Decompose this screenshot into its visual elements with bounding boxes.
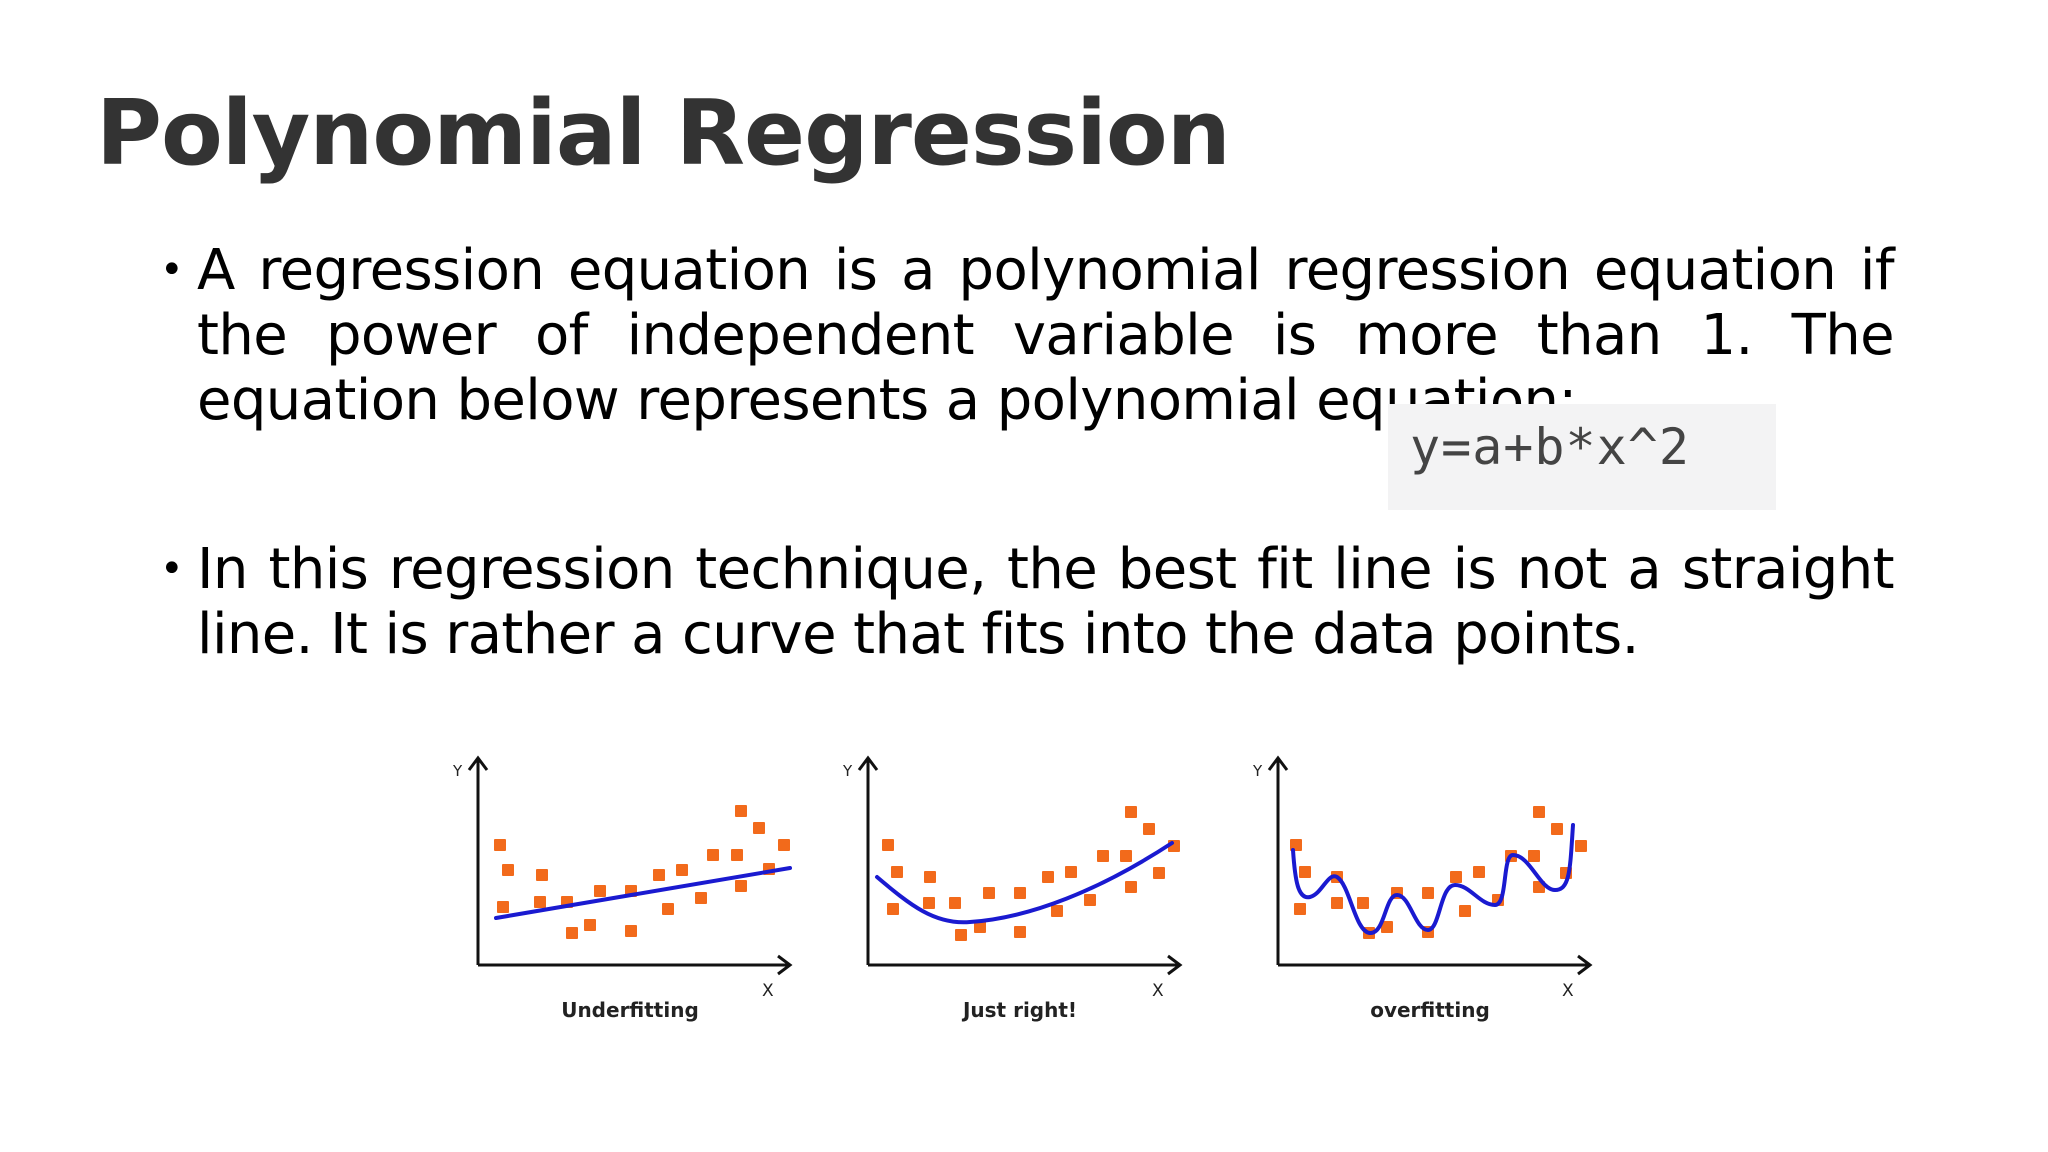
data-point bbox=[882, 839, 894, 851]
data-point bbox=[949, 897, 961, 909]
y-axis-arrow-icon bbox=[857, 755, 879, 771]
data-point bbox=[1120, 850, 1132, 862]
data-point bbox=[1575, 840, 1587, 852]
x-axis-arrow-icon bbox=[1577, 954, 1593, 976]
scatter-plot: YX bbox=[1252, 755, 1593, 1001]
data-point bbox=[1143, 823, 1155, 835]
x-axis-label: X bbox=[762, 981, 774, 1001]
data-point bbox=[1153, 867, 1165, 879]
data-point bbox=[594, 885, 606, 897]
data-point bbox=[983, 887, 995, 899]
chart-caption: Just right! bbox=[962, 998, 1078, 1022]
data-point bbox=[924, 871, 936, 883]
data-point bbox=[625, 925, 637, 937]
bullet-text: A regression equation is a polynomial re… bbox=[197, 238, 1895, 433]
data-point bbox=[536, 869, 548, 881]
data-point bbox=[584, 919, 596, 931]
bullet-list: • A regression equation is a polynomial … bbox=[158, 238, 1895, 667]
data-point bbox=[1084, 894, 1096, 906]
data-point bbox=[778, 839, 790, 851]
scatter-plot: YX bbox=[452, 755, 793, 1001]
data-point bbox=[707, 849, 719, 861]
data-point bbox=[974, 921, 986, 933]
data-point bbox=[534, 896, 546, 908]
scatter-plot: YX bbox=[842, 755, 1183, 1001]
data-point bbox=[662, 903, 674, 915]
data-point bbox=[923, 897, 935, 909]
data-point bbox=[1042, 871, 1054, 883]
data-point bbox=[695, 892, 707, 904]
data-point bbox=[735, 805, 747, 817]
data-point bbox=[753, 822, 765, 834]
data-point bbox=[1125, 881, 1137, 893]
y-axis-label: Y bbox=[842, 762, 853, 780]
chart-caption: overfitting bbox=[1370, 998, 1490, 1022]
data-point bbox=[1450, 871, 1462, 883]
y-axis-label: Y bbox=[1252, 762, 1263, 780]
data-point bbox=[497, 901, 509, 913]
data-point bbox=[1473, 866, 1485, 878]
data-point bbox=[1097, 850, 1109, 862]
data-point bbox=[494, 839, 506, 851]
data-point bbox=[955, 929, 967, 941]
data-point bbox=[1533, 806, 1545, 818]
slide-title: Polynomial Regression bbox=[96, 81, 1231, 186]
data-point bbox=[502, 864, 514, 876]
data-point bbox=[887, 903, 899, 915]
x-axis-arrow-icon bbox=[777, 954, 793, 976]
fit-curve bbox=[1291, 823, 1575, 935]
y-axis-arrow-icon bbox=[467, 755, 489, 771]
bullet-item: • A regression equation is a polynomial … bbox=[158, 238, 1895, 433]
data-point bbox=[1459, 905, 1471, 917]
data-point bbox=[1551, 823, 1563, 835]
data-point bbox=[891, 866, 903, 878]
chart-caption: Underfitting bbox=[561, 998, 699, 1022]
data-point bbox=[676, 864, 688, 876]
equation-image: y=a+b*x^2 bbox=[1388, 404, 1776, 510]
bullet-dot-icon: • bbox=[160, 247, 184, 293]
data-point bbox=[1331, 897, 1343, 909]
fit-curve bbox=[875, 841, 1174, 925]
data-point bbox=[1014, 926, 1026, 938]
data-point bbox=[1290, 839, 1302, 851]
data-point bbox=[1357, 897, 1369, 909]
data-point bbox=[653, 869, 665, 881]
data-point bbox=[1125, 806, 1137, 818]
data-point bbox=[1528, 850, 1540, 862]
x-axis-label: X bbox=[1152, 981, 1164, 1001]
data-point bbox=[1051, 905, 1063, 917]
data-point bbox=[1014, 887, 1026, 899]
equation-text: y=a+b*x^2 bbox=[1410, 418, 1690, 476]
y-axis-arrow-icon bbox=[1267, 755, 1289, 771]
data-point bbox=[1422, 887, 1434, 899]
data-point bbox=[1299, 866, 1311, 878]
data-point bbox=[1065, 866, 1077, 878]
y-axis-label: Y bbox=[452, 762, 463, 780]
x-axis-arrow-icon bbox=[1167, 954, 1183, 976]
data-point bbox=[1294, 903, 1306, 915]
data-point bbox=[566, 927, 578, 939]
data-point bbox=[731, 849, 743, 861]
fit-curve bbox=[494, 866, 792, 920]
bullet-text: In this regression technique, the best f… bbox=[197, 537, 1895, 667]
data-point bbox=[735, 880, 747, 892]
x-axis-label: X bbox=[1562, 981, 1574, 1001]
bullet-dot-icon: • bbox=[160, 546, 184, 592]
data-point bbox=[1381, 921, 1393, 933]
bullet-item: • In this regression technique, the best… bbox=[158, 537, 1895, 667]
